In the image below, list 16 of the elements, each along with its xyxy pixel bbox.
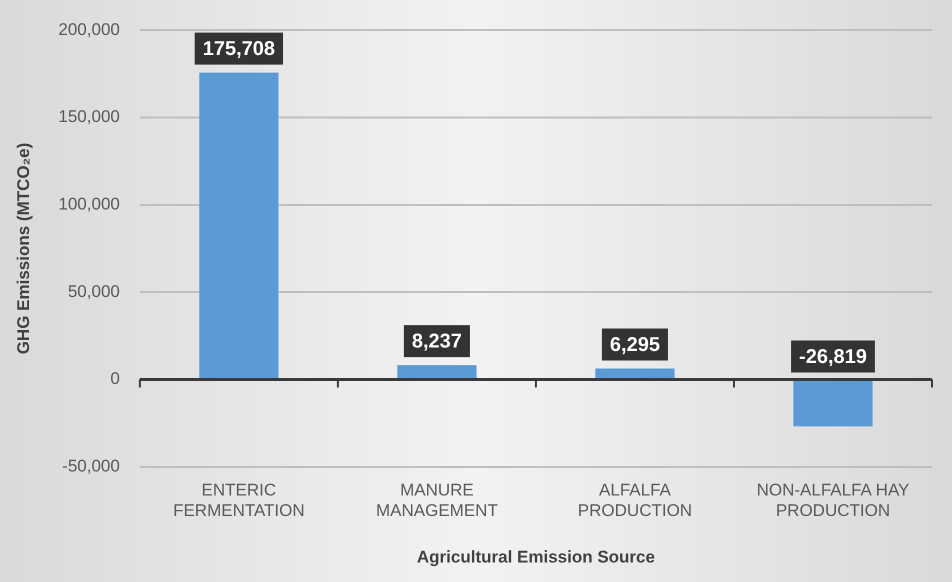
y-tick-label: 150,000 xyxy=(58,107,120,126)
x-axis-title: Agricultural Emission Source xyxy=(416,547,655,566)
y-tick-label: 100,000 xyxy=(58,194,120,214)
data-label: 8,237 xyxy=(412,330,462,353)
data-label: 175,708 xyxy=(202,38,276,60)
data-label: 6,295 xyxy=(610,334,660,356)
y-tick-label: 50,000 xyxy=(68,282,120,301)
data-label: -26,819 xyxy=(799,346,867,368)
y-tick-label: -50,000 xyxy=(62,456,120,476)
y-tick-label: 200,000 xyxy=(58,20,120,39)
x-tick-label: NON-ALFALFA HAY PRODUCTION xyxy=(756,480,910,520)
y-tick-label: 0 xyxy=(110,369,120,388)
x-tick-label: ENTERIC FERMENTATION xyxy=(173,480,305,520)
x-tick-label: MANURE MANAGEMENT xyxy=(376,480,498,520)
y-axis-title: GHG Emissions (MTCO₂e) xyxy=(14,142,33,354)
x-tick-label: ALFALFA PRODUCTION xyxy=(578,480,692,520)
